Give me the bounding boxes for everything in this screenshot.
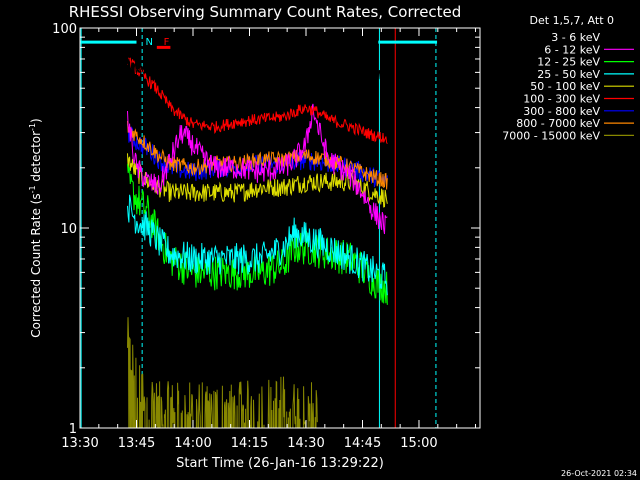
x-axis-label: Start Time (26-Jan-16 13:29:22) [176, 456, 384, 471]
y-tick-label: 1 [69, 422, 77, 437]
timestamp: 26-Oct-2021 02:34 [561, 469, 637, 478]
flag-label: F [164, 37, 170, 48]
series-line [127, 36, 388, 83]
legend-label: 50 - 100 keV [530, 80, 600, 93]
x-tick-label: 14:30 [287, 436, 324, 451]
legend-label: 6 - 12 keV [544, 43, 600, 56]
x-tick-label: 14:00 [174, 436, 211, 451]
y-tick-label: 100 [52, 22, 77, 37]
x-tick-label: 13:30 [61, 436, 98, 451]
y-axis: 1 10 100 [52, 22, 480, 437]
x-tick-label: 14:45 [344, 436, 381, 451]
x-tick-label: 14:15 [231, 436, 268, 451]
flag-label: N [146, 37, 153, 48]
legend-header: Det 1,5,7, Att 0 [530, 14, 614, 27]
chart-title: RHESSI Observing Summary Count Rates, Co… [69, 3, 462, 21]
x-tick-label: 13:45 [118, 436, 155, 451]
legend-label: 300 - 800 keV [523, 105, 600, 118]
legend-label: 800 - 7000 keV [516, 117, 600, 130]
series-line [127, 153, 388, 208]
legend-label: 7000 - 15000 keV [502, 129, 600, 142]
legend-label: 3 - 6 keV [551, 31, 600, 44]
legend-label: 25 - 50 keV [537, 68, 600, 81]
series-line [127, 57, 388, 145]
x-axis: 13:30 13:45 14:00 14:15 14:30 14:45 15:00 [61, 28, 476, 451]
series-line [127, 120, 388, 190]
series-line [127, 103, 388, 235]
y-tick-label: 10 [60, 222, 77, 237]
series-line [127, 194, 388, 296]
y-axis-label: Corrected Count Rate (s-1 detector-1) [28, 118, 43, 337]
x-tick-label: 15:00 [400, 436, 437, 451]
legend-label: 100 - 300 keV [523, 93, 600, 106]
legend-label: 12 - 25 keV [537, 56, 600, 69]
series-line [127, 317, 318, 428]
